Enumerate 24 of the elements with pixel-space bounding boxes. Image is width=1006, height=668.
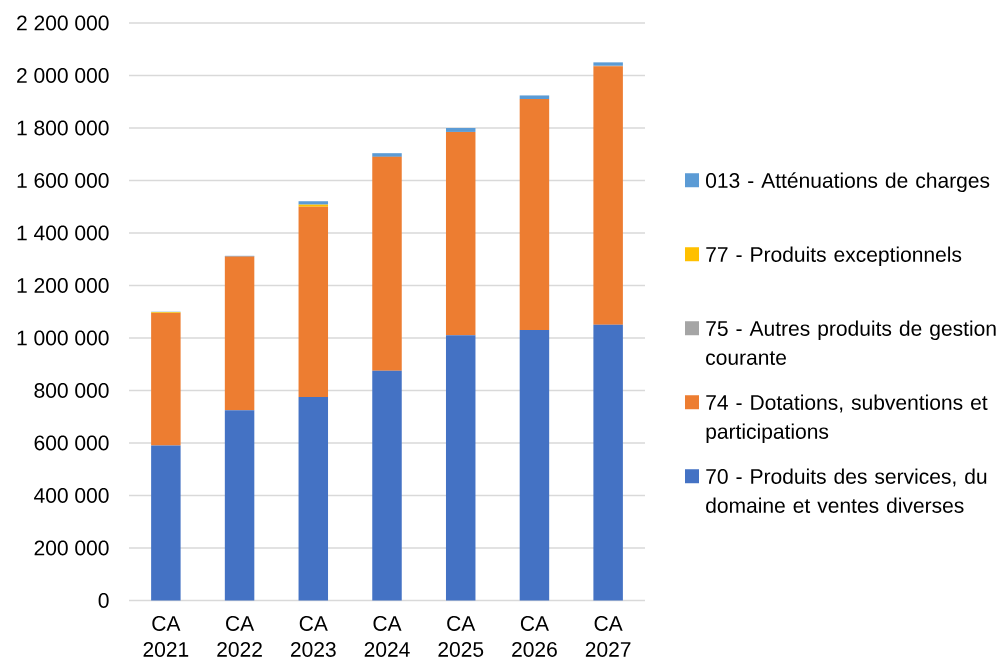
- y-tick-label: 2 000 000: [17, 68, 109, 83]
- y-tick-label: 800 000: [34, 383, 109, 398]
- x-tick-label: CA 2023: [290, 616, 336, 657]
- x-tick-label: CA 2022: [217, 616, 262, 657]
- legend-label: 74 - Dotations, subventions et participations: [706, 394, 988, 444]
- y-tick-label: 600 000: [34, 435, 109, 451]
- y-tick-label: 200 000: [34, 540, 109, 556]
- x-tick-label: CA 2027: [585, 616, 631, 657]
- legend-label: 70 - Produits des services, du domaine et ventes diverses: [706, 468, 987, 513]
- legend-label: 75 - Autres produits de gestion courante: [706, 320, 996, 365]
- x-tick-label: CA 2026: [512, 616, 557, 657]
- y-tick-label: 400 000: [34, 488, 109, 503]
- y-tick-label: 2 200 000: [17, 15, 109, 31]
- x-tick-label: CA 2025: [438, 616, 484, 657]
- y-tick-label: 1 800 000: [17, 120, 109, 136]
- y-tick-label: 1 000 000: [17, 330, 109, 346]
- legend-label: 013 - Atténuations de charges: [706, 172, 990, 193]
- x-tick-label: CA 2021: [143, 616, 189, 657]
- y-tick-label: 1 400 000: [17, 225, 109, 241]
- y-tick-label: 1 200 000: [17, 278, 109, 293]
- y-tick-label: 0: [98, 593, 109, 608]
- y-tick-label: 1 600 000: [17, 173, 109, 188]
- legend-label: 77 - Produits exceptionnels: [706, 246, 962, 267]
- x-tick-label: CA 2024: [364, 616, 410, 657]
